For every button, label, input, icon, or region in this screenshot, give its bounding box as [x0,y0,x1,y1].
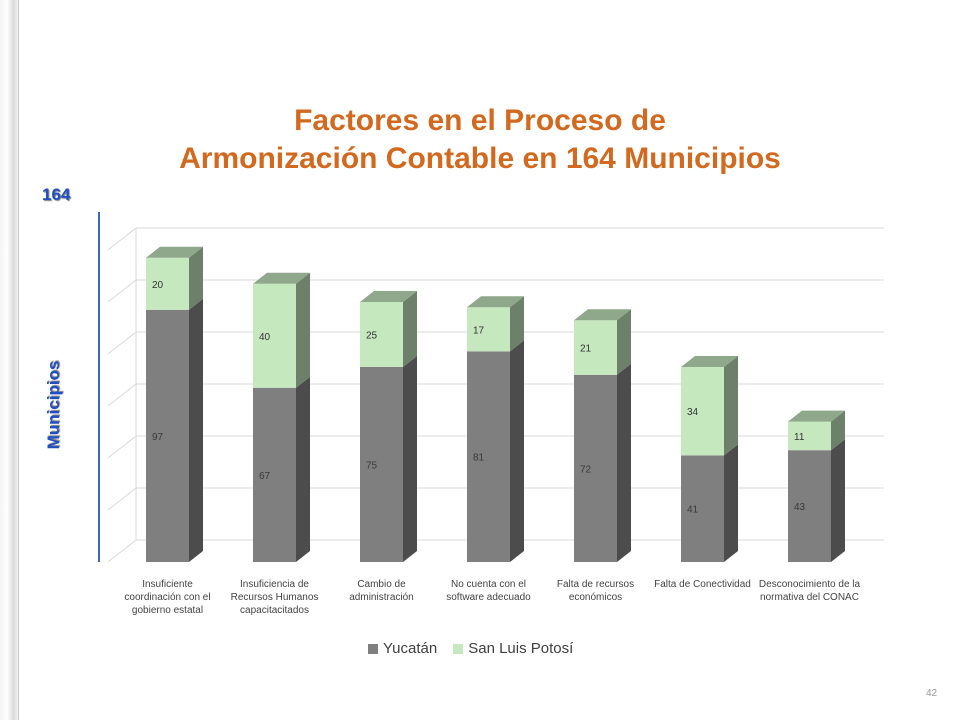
bar-segment-side [831,410,845,451]
gridline-side [107,227,137,251]
bar-top-face [574,309,631,321]
bar-top-face [146,246,203,258]
data-label: 75 [366,461,378,472]
bar-segment-front [467,351,510,562]
bar-segment-front [146,257,189,310]
data-label: 97 [152,432,164,443]
data-label: 40 [259,332,271,343]
data-label: 20 [152,280,164,291]
bar-top-face [360,291,417,302]
legend-swatch-yucatan [368,643,378,654]
bar-segment-front [788,450,831,562]
data-label: 72 [580,464,592,475]
legend-swatch-san-luis-potosi [453,643,464,654]
legend-label-san-luis-potosi: San Luis Potosí [468,640,574,657]
chart-title-line1: Factores en el Proceso de [294,104,666,137]
x-tick-label: No cuenta con el software adecuado [446,579,531,603]
bar-segment-side [189,298,203,562]
bar-segment-side [403,356,417,562]
bar-segment-front [253,283,296,388]
data-label: 67 [259,471,271,482]
bar-top-face [788,410,845,422]
bar-segment-side [510,340,524,562]
gridline-side [107,383,137,407]
gridline-side [107,331,137,355]
legend-item-yucatan: Yucatán [368,640,437,657]
bar-segment-side [831,439,845,562]
x-tick-label: Desconocimiento de la normativa del CONA… [758,579,861,603]
gridline-side [107,279,137,303]
bar-segment-side [724,356,738,456]
x-tick-label: Insuficiencia de Recursos Humanos capaci… [230,579,319,616]
gridline-side [107,487,137,511]
bar-segment-side [296,272,310,388]
bar-segment-side [724,444,738,562]
gridline-side [107,435,137,459]
gridline-side [107,539,137,563]
bar-segment-front [681,455,724,562]
slide-left-border [0,0,19,720]
data-label: 21 [580,344,592,355]
bar-segment-front [467,307,510,352]
chart-title-line2: Armonización Contable en 164 Municipios [179,142,781,175]
bar-segment-front [146,309,189,562]
bar-segment-front [360,367,403,562]
y-axis-line [98,212,100,562]
page-number: 42 [926,688,938,699]
data-label: 17 [473,325,485,336]
bar-segment-side [510,296,524,352]
x-tick-label: Cambio de administración [349,579,414,603]
data-label: 11 [794,432,805,443]
bar-segment-side [617,309,631,375]
bar-segment-front [681,367,724,456]
bar-top-face [467,296,524,308]
bar-top-face [681,356,738,367]
legend-label-yucatan: Yucatán [383,640,438,657]
x-tick-label: Insuficiente coordinación con el gobiern… [124,579,211,616]
bar-segment-front [253,387,296,562]
bar-segment-front [574,320,617,375]
y-axis-max-label: 164 [42,185,71,204]
bar-segment-side [403,291,417,367]
bar-segment-front [574,374,617,562]
data-label: 81 [473,453,485,464]
bar-top-face [253,272,310,284]
legend: Yucatán San Luis Potosí [368,640,573,657]
x-tick-label: Falta de Conectividad [654,579,751,590]
data-label: 25 [366,331,378,342]
bar-segment-side [296,376,310,562]
bar-segment-front [788,421,831,451]
data-label: 43 [794,502,806,513]
data-label: 41 [687,505,699,516]
data-label: 34 [687,407,699,418]
bar-segment-side [189,246,203,310]
legend-item-san-luis-potosi: San Luis Potosí [453,640,573,657]
x-tick-label: Falta de recursos económicos [556,579,635,603]
chart-title: Factores en el Proceso de Armonización C… [60,102,900,178]
bar-segment-front [360,302,403,367]
bar-segment-side [617,363,631,562]
